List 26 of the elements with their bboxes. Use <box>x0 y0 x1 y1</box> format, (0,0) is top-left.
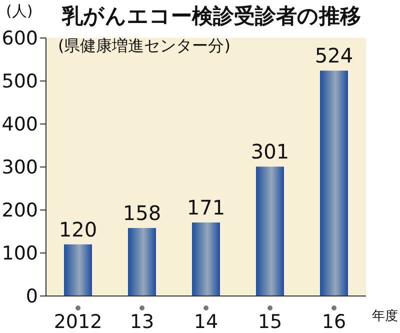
bar <box>64 244 92 296</box>
y-tick-label: 0 <box>26 286 38 308</box>
bar <box>192 222 220 296</box>
x-tick-label: 15 <box>258 311 282 333</box>
data-label: 524 <box>314 44 354 68</box>
bar <box>256 166 284 296</box>
data-label: 301 <box>250 140 290 164</box>
x-tick-label: 13 <box>130 311 154 333</box>
bar <box>128 228 156 296</box>
y-axis-title: (人) <box>6 2 33 21</box>
y-tick-label: 100 <box>2 242 38 265</box>
y-tick-label: 200 <box>2 200 38 222</box>
x-tick-label: 16 <box>322 311 346 333</box>
y-tick-label: 300 <box>2 156 38 179</box>
y-tick-label: 400 <box>2 114 38 136</box>
data-label: 171 <box>186 195 226 220</box>
y-tick-label: 500 <box>2 70 38 93</box>
bar <box>320 70 348 296</box>
x-tick-label: 14 <box>194 311 218 333</box>
data-label: 158 <box>122 201 162 226</box>
y-tick-label: 600 <box>2 28 38 50</box>
chart-subtitle: (県健康増進センター分) <box>58 36 230 57</box>
x-axis-title: 年度 <box>372 308 398 325</box>
chart-title: 乳がんエコー検診受診者の推移 <box>62 3 361 30</box>
data-label: 120 <box>58 217 98 242</box>
x-tick-label: 2012 <box>54 311 102 333</box>
